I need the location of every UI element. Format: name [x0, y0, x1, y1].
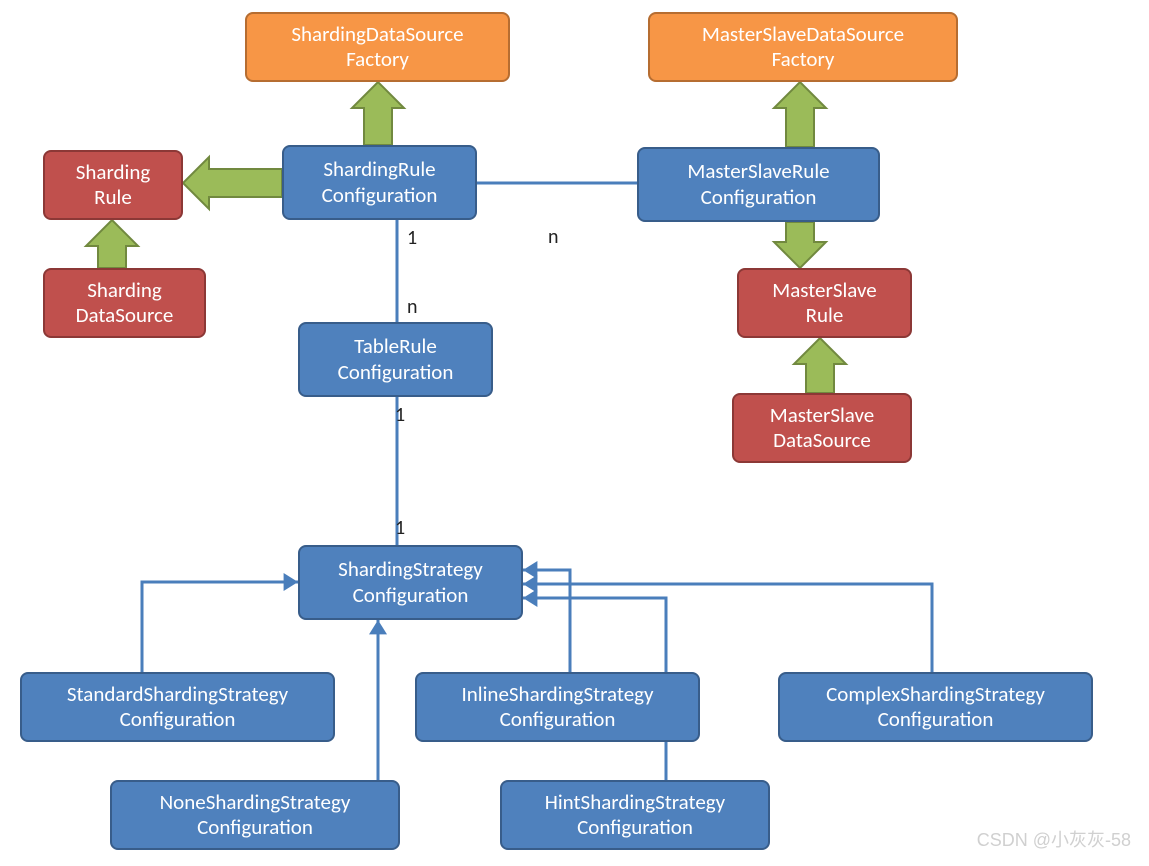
node-hint-strat-cfg: HintShardingStrategy Configuration: [500, 780, 770, 850]
node-inline-strat-cfg: InlineShardingStrategy Configuration: [415, 672, 700, 742]
node-table-rule-cfg: TableRule Configuration: [298, 322, 493, 397]
cardinality-n-top: n: [407, 295, 418, 319]
cardinality-1-top: 1: [407, 226, 417, 250]
node-sharding-ds: Sharding DataSource: [43, 268, 206, 338]
cardinality-1-bot: 1: [395, 516, 405, 540]
node-ms-ds: MasterSlave DataSource: [732, 393, 912, 463]
node-complex-strat-cfg: ComplexShardingStrategy Configuration: [778, 672, 1093, 742]
node-ms-ds-factory: MasterSlaveDataSource Factory: [648, 12, 958, 82]
node-sharding-rule-cfg: ShardingRule Configuration: [282, 145, 477, 220]
node-sharding-strat-cfg: ShardingStrategy Configuration: [298, 545, 523, 620]
node-sharding-rule: Sharding Rule: [43, 150, 183, 220]
cardinality-1-mid: 1: [395, 403, 405, 427]
cardinality-n-side: n: [548, 225, 559, 249]
node-none-strat-cfg: NoneShardingStrategy Configuration: [110, 780, 400, 850]
node-sharding-ds-factory: ShardingDataSource Factory: [245, 12, 510, 82]
node-ms-rule: MasterSlave Rule: [737, 268, 912, 338]
node-standard-strat-cfg: StandardShardingStrategy Configuration: [20, 672, 335, 742]
watermark: CSDN @小灰灰-58: [977, 826, 1131, 852]
node-ms-rule-cfg: MasterSlaveRule Configuration: [637, 147, 880, 222]
